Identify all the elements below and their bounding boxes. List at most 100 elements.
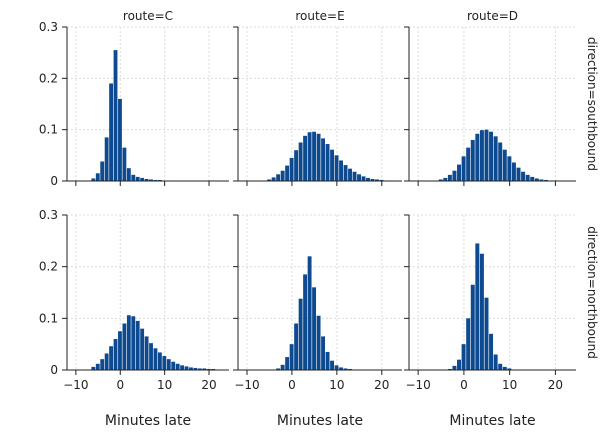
histogram-bar: [307, 256, 312, 370]
histogram-bar: [113, 339, 118, 370]
histogram-bar: [466, 147, 471, 181]
histogram-bar: [466, 318, 471, 370]
histogram-bar: [303, 274, 308, 370]
x-tick-label: 20: [374, 378, 389, 392]
histogram-bar: [157, 352, 162, 370]
histogram-bar: [525, 174, 530, 181]
histogram-bar: [184, 366, 189, 370]
histogram-bar: [131, 174, 136, 181]
x-tick-label: 10: [329, 378, 344, 392]
x-tick-label: −10: [234, 378, 259, 392]
histogram-bar: [95, 363, 100, 370]
histogram-bar: [193, 367, 198, 370]
histogram-bar: [91, 366, 96, 370]
histogram-bar: [285, 165, 290, 181]
histogram-bar: [498, 363, 503, 370]
histogram-bar: [91, 178, 96, 181]
histogram-bar: [312, 287, 317, 370]
histogram-bar: [370, 178, 375, 181]
histogram-bar: [470, 139, 475, 181]
y-tick-label: 0.3: [39, 208, 58, 222]
histogram-bar: [298, 298, 303, 370]
column-title: route=C: [123, 9, 173, 23]
histogram-bar: [534, 178, 539, 181]
histogram-bar: [144, 336, 149, 370]
histogram-bar: [543, 179, 548, 181]
x-axis-label: Minutes late: [277, 413, 363, 429]
histogram-bar: [294, 150, 299, 181]
x-axis-label: Minutes late: [105, 413, 191, 429]
histogram-bar: [206, 368, 211, 370]
histogram-bar: [289, 157, 294, 181]
histogram-bar: [312, 131, 317, 181]
histogram-bar: [443, 177, 448, 181]
histogram-bar: [321, 138, 326, 181]
histogram-bar: [479, 253, 484, 370]
histogram-bar: [135, 320, 140, 370]
histogram-bar: [202, 368, 207, 370]
histogram-bar: [361, 176, 366, 181]
x-tick-label: 10: [157, 378, 172, 392]
histogram-bar: [366, 177, 370, 181]
histogram-bar: [452, 170, 457, 181]
histogram-bar: [189, 367, 193, 370]
column-title: route=D: [467, 9, 518, 23]
y-tick-label: 0.2: [39, 260, 58, 274]
y-tick-label: 0: [50, 363, 58, 377]
histogram-bar: [149, 343, 153, 370]
x-tick-label: 0: [288, 378, 296, 392]
histogram-bar: [334, 365, 339, 370]
histogram-bar: [131, 316, 136, 370]
histogram-bar: [470, 284, 475, 370]
histogram-bar: [438, 179, 443, 181]
histogram-bar: [461, 156, 466, 181]
histogram-bar: [343, 165, 348, 181]
histogram-bar: [280, 364, 285, 370]
histogram-bar: [294, 323, 299, 370]
histogram-bar: [180, 365, 185, 370]
histogram-bar: [452, 365, 457, 370]
histogram-bar: [447, 368, 452, 370]
histogram-bar: [475, 133, 480, 181]
histogram-bar: [175, 363, 180, 370]
column-title: route=E: [295, 9, 344, 23]
histogram-bar: [289, 344, 294, 370]
x-tick-label: 10: [502, 378, 517, 392]
histogram-bar: [118, 98, 122, 181]
histogram-bar: [153, 179, 158, 181]
y-tick-label: 0: [50, 174, 58, 188]
histogram-bar: [162, 356, 167, 370]
histogram-bar: [325, 351, 330, 370]
histogram-bar: [502, 366, 507, 370]
histogram-bar: [140, 177, 145, 181]
histogram-bar: [489, 131, 494, 181]
histogram-bar: [276, 368, 281, 370]
histogram-bar: [104, 137, 109, 181]
row-title: direction=northbound: [585, 226, 599, 359]
histogram-bar: [113, 50, 118, 181]
histogram-bar: [493, 136, 498, 181]
histogram-bar: [298, 142, 303, 181]
histogram-bar: [104, 353, 109, 370]
histogram-bar: [211, 368, 216, 370]
histogram-bar: [122, 147, 127, 181]
histogram-bar: [316, 133, 321, 181]
histogram-bar: [502, 149, 507, 181]
histogram-bar: [379, 179, 384, 181]
histogram-bar: [307, 132, 312, 181]
histogram-bar: [149, 179, 153, 181]
histogram-bar: [144, 178, 149, 181]
histogram-bar: [530, 176, 535, 181]
histogram-bar: [343, 368, 348, 370]
histogram-bar: [100, 161, 105, 181]
row-title: direction=southbound: [585, 37, 599, 171]
histogram-bar: [140, 328, 145, 370]
histogram-bar: [521, 171, 526, 181]
histogram-bar: [489, 333, 494, 370]
histogram-bar: [516, 167, 521, 181]
x-tick-label: −10: [405, 378, 430, 392]
histogram-bar: [135, 176, 140, 181]
histogram-bar: [484, 129, 489, 181]
histogram-bar: [126, 315, 131, 370]
